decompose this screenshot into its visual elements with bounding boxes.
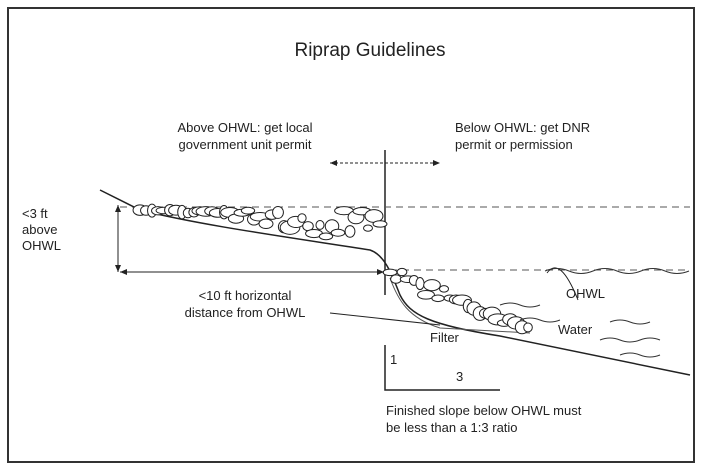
rock xyxy=(363,224,373,232)
frame xyxy=(7,7,695,463)
rock xyxy=(297,213,307,223)
rock xyxy=(330,228,346,237)
rock xyxy=(417,289,435,300)
rise-label: 1 xyxy=(390,352,397,367)
rock xyxy=(318,232,334,241)
rock xyxy=(423,279,441,292)
filter-layer xyxy=(389,277,531,334)
rock xyxy=(439,285,449,293)
filter-pointer xyxy=(329,312,441,326)
ohwl-label: OHWL xyxy=(566,286,605,301)
filter-label: Filter xyxy=(430,330,460,345)
rock xyxy=(344,225,356,238)
water-waves xyxy=(499,268,690,358)
slope-ratio-guide xyxy=(384,345,500,391)
rock xyxy=(240,206,256,215)
ground-line xyxy=(99,189,691,376)
rock xyxy=(272,205,284,219)
rock xyxy=(523,322,533,333)
water-label: Water xyxy=(558,322,593,337)
rock xyxy=(372,220,388,228)
rock xyxy=(415,277,425,291)
below-label: Below OHWL: get DNR permit or permission xyxy=(455,120,590,152)
rock xyxy=(396,267,408,277)
riprap-rocks xyxy=(132,203,533,335)
title: Riprap Guidelines xyxy=(294,40,445,61)
height-label: <3 ft above OHWL xyxy=(22,206,61,253)
distance-label: <10 ft horizontal distance from OHWL xyxy=(185,288,306,320)
above-label: Above OHWL: get local government unit per… xyxy=(177,120,312,152)
run-label: 3 xyxy=(456,369,463,384)
slope-note: Finished slope below OHWL must be less th… xyxy=(386,403,582,435)
rock xyxy=(258,218,274,230)
ohwl-pointer xyxy=(546,267,579,301)
rock xyxy=(431,294,445,303)
rock xyxy=(315,220,325,230)
